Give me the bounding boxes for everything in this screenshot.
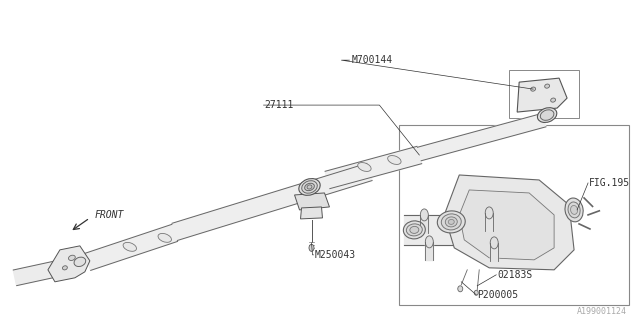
Ellipse shape — [63, 266, 67, 270]
Text: 27111: 27111 — [264, 100, 294, 110]
Ellipse shape — [442, 214, 461, 230]
Text: FIG.195: FIG.195 — [589, 178, 630, 188]
Ellipse shape — [458, 286, 463, 292]
Polygon shape — [172, 164, 372, 240]
Ellipse shape — [570, 205, 578, 214]
Ellipse shape — [299, 179, 320, 195]
Ellipse shape — [74, 257, 86, 267]
Polygon shape — [417, 113, 546, 161]
Ellipse shape — [305, 183, 314, 191]
Ellipse shape — [437, 211, 465, 233]
Text: A199001124: A199001124 — [577, 307, 627, 316]
Ellipse shape — [388, 156, 401, 164]
Polygon shape — [404, 215, 509, 245]
Polygon shape — [517, 78, 567, 112]
Polygon shape — [420, 215, 428, 233]
Polygon shape — [13, 257, 77, 286]
Polygon shape — [294, 193, 330, 210]
Ellipse shape — [420, 209, 428, 221]
Ellipse shape — [531, 87, 536, 91]
Ellipse shape — [301, 181, 317, 193]
Ellipse shape — [474, 290, 478, 295]
Polygon shape — [301, 207, 323, 219]
Ellipse shape — [568, 202, 580, 218]
Ellipse shape — [68, 255, 76, 260]
Ellipse shape — [358, 163, 371, 172]
Ellipse shape — [403, 221, 426, 239]
Polygon shape — [485, 213, 493, 231]
Text: 02183S: 02183S — [497, 270, 532, 280]
Ellipse shape — [309, 244, 314, 251]
Polygon shape — [490, 243, 498, 261]
Polygon shape — [460, 190, 554, 260]
Ellipse shape — [410, 226, 419, 233]
Polygon shape — [325, 146, 422, 188]
Text: FRONT: FRONT — [95, 210, 124, 220]
Ellipse shape — [406, 224, 422, 236]
Polygon shape — [426, 242, 433, 260]
Ellipse shape — [540, 110, 554, 120]
Ellipse shape — [490, 237, 498, 249]
Text: M250043: M250043 — [314, 250, 356, 260]
Ellipse shape — [307, 185, 312, 189]
Text: M700144: M700144 — [351, 55, 392, 65]
Ellipse shape — [158, 233, 172, 242]
Text: P200005: P200005 — [477, 290, 518, 300]
Ellipse shape — [565, 198, 583, 222]
Ellipse shape — [538, 108, 557, 123]
Polygon shape — [444, 175, 574, 270]
Polygon shape — [48, 246, 90, 282]
Ellipse shape — [485, 207, 493, 219]
Polygon shape — [85, 224, 177, 270]
Ellipse shape — [123, 243, 136, 251]
Ellipse shape — [426, 236, 433, 248]
Ellipse shape — [445, 217, 457, 227]
Ellipse shape — [545, 84, 550, 88]
Ellipse shape — [550, 98, 556, 102]
Polygon shape — [504, 206, 540, 232]
Ellipse shape — [448, 220, 454, 224]
